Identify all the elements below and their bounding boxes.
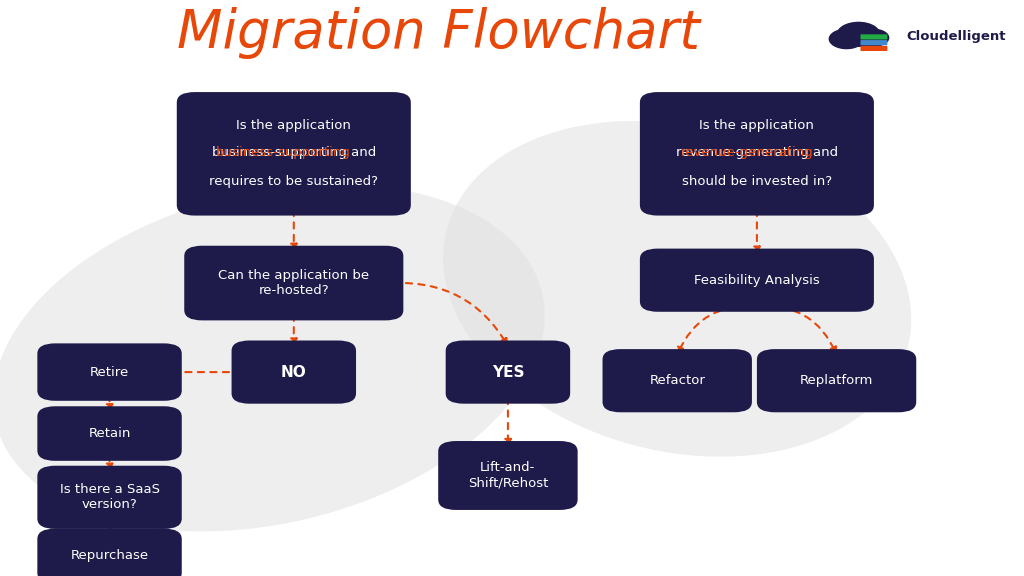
FancyBboxPatch shape: [602, 349, 752, 412]
FancyBboxPatch shape: [184, 246, 403, 320]
Text: NO: NO: [281, 365, 306, 380]
Text: Is the application: Is the application: [699, 119, 814, 131]
Text: Migration Flowchart: Migration Flowchart: [177, 7, 699, 59]
FancyBboxPatch shape: [640, 249, 873, 312]
Text: Cloudelligent: Cloudelligent: [906, 29, 1006, 43]
Text: Can the application be
re-hosted?: Can the application be re-hosted?: [218, 269, 370, 297]
Circle shape: [857, 29, 890, 47]
Text: requires to be sustained?: requires to be sustained?: [209, 175, 378, 188]
FancyBboxPatch shape: [860, 35, 888, 40]
Text: Is there a SaaS
version?: Is there a SaaS version?: [59, 483, 160, 511]
FancyBboxPatch shape: [37, 343, 181, 401]
Text: business-supporting and: business-supporting and: [212, 146, 376, 159]
FancyBboxPatch shape: [37, 529, 181, 576]
Text: revenue-generating and: revenue-generating and: [676, 146, 838, 159]
FancyBboxPatch shape: [860, 40, 888, 46]
FancyBboxPatch shape: [640, 92, 873, 215]
Text: Retire: Retire: [90, 366, 129, 378]
Circle shape: [837, 22, 881, 47]
Text: revenue-generating: revenue-generating: [680, 146, 813, 159]
Ellipse shape: [443, 121, 911, 457]
FancyBboxPatch shape: [438, 441, 578, 510]
Text: Feasibility Analysis: Feasibility Analysis: [694, 274, 820, 287]
FancyBboxPatch shape: [860, 46, 888, 51]
FancyBboxPatch shape: [757, 349, 916, 412]
Text: Replatform: Replatform: [800, 374, 873, 387]
Text: Lift-and-
Shift/Rehost: Lift-and- Shift/Rehost: [468, 461, 548, 490]
Text: Repurchase: Repurchase: [71, 550, 148, 562]
Text: business-supporting: business-supporting: [216, 146, 351, 159]
Circle shape: [828, 29, 864, 50]
Text: YES: YES: [492, 365, 524, 380]
Ellipse shape: [0, 184, 545, 532]
Text: Refactor: Refactor: [649, 374, 706, 387]
FancyBboxPatch shape: [37, 406, 181, 461]
FancyBboxPatch shape: [37, 466, 181, 529]
FancyBboxPatch shape: [445, 340, 570, 404]
Text: Retain: Retain: [88, 427, 131, 440]
Text: Is the application: Is the application: [237, 119, 351, 131]
FancyBboxPatch shape: [177, 92, 411, 215]
FancyBboxPatch shape: [231, 340, 356, 404]
Text: should be invested in?: should be invested in?: [682, 175, 831, 188]
